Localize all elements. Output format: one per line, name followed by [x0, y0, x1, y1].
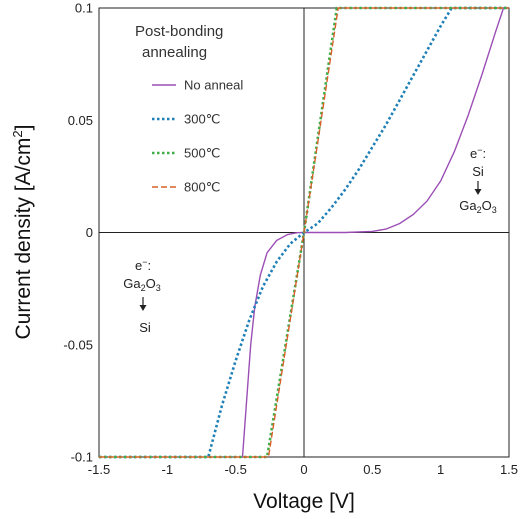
y-tick-label: 0.05 [68, 113, 93, 128]
y-axis-title-main: Current density [A/cm [12, 138, 35, 340]
arrow-down-icon [474, 189, 482, 195]
y-tick-label: -0.05 [63, 337, 93, 352]
y-tick-label: 0.1 [75, 1, 93, 16]
annotation-right-colon: : [483, 146, 487, 161]
legend-title-line1: Post-bonding [135, 23, 223, 40]
annotation-left-ga: Ga [123, 276, 141, 291]
series-line-no-anneal [241, 7, 509, 458]
annotation-left-sub-b: 3 [156, 283, 161, 293]
annotation-left-sup: − [142, 257, 147, 267]
y-axis-title: Current density [A/cm2] [10, 125, 35, 340]
x-tick-label: -1.5 [88, 462, 110, 477]
x-tick-label: -0.5 [224, 462, 246, 477]
arrow-down-icon [139, 305, 147, 311]
legend-label: No anneal [184, 78, 243, 93]
legend-label: 500℃ [184, 146, 220, 161]
annotation-right-o: O [482, 198, 492, 213]
plot-area [98, 6, 510, 459]
x-tick-labels: -1.5 -1 -0.5 0 0.5 1 1.5 [88, 462, 518, 477]
y-tick-label: 0 [86, 225, 93, 240]
annotation-right-line1: e−: [470, 145, 486, 161]
legend-label: 300℃ [184, 112, 220, 127]
annotation-left-line1: e−: [135, 257, 151, 273]
y-tick-labels: -0.1 -0.05 0 0.05 0.1 [63, 1, 93, 465]
x-axis-title: Voltage [V] [253, 490, 355, 513]
annotation-right-sub-b: 3 [492, 205, 497, 215]
annotation-left-sub-a: 2 [141, 283, 146, 293]
y-tick-label: -0.1 [71, 450, 93, 465]
annotation-right-e: e [470, 146, 477, 161]
x-tick-label: 1.5 [500, 462, 518, 477]
legend-title-line2: annealing [142, 44, 207, 61]
x-tick-label: 0 [300, 462, 307, 477]
x-tick-label: 0.5 [363, 462, 381, 477]
series-line-800 [99, 7, 509, 458]
annotation-right-sub-a: 2 [477, 205, 482, 215]
annotation-left: e−: Ga2O3 Si [123, 257, 161, 335]
y-axis-title-end: ] [12, 125, 35, 131]
annotation-right-line3: Ga2O3 [459, 198, 497, 215]
annotation-right-line2: Si [472, 164, 484, 179]
x-tick-label: 1 [437, 462, 444, 477]
annotation-right-sup: − [477, 145, 482, 155]
annotation-left-o: O [146, 276, 156, 291]
legend-items: No anneal 300℃ 500℃ 800℃ [152, 78, 243, 195]
annotation-left-e: e [135, 258, 142, 273]
x-tick-label: -1 [162, 462, 174, 477]
annotation-right-ga: Ga [459, 198, 477, 213]
y-axis-title-sup: 2 [10, 130, 25, 137]
annotation-left-line3: Si [139, 320, 151, 335]
annotation-right: e−: Si Ga2O3 [459, 145, 497, 215]
annotation-left-colon: : [148, 258, 152, 273]
legend-label: 800℃ [184, 180, 220, 195]
series-layer [99, 6, 509, 459]
legend: Post-bonding annealing No anneal 300℃ 500℃… [135, 23, 243, 195]
annotation-left-line2: Ga2O3 [123, 276, 161, 293]
